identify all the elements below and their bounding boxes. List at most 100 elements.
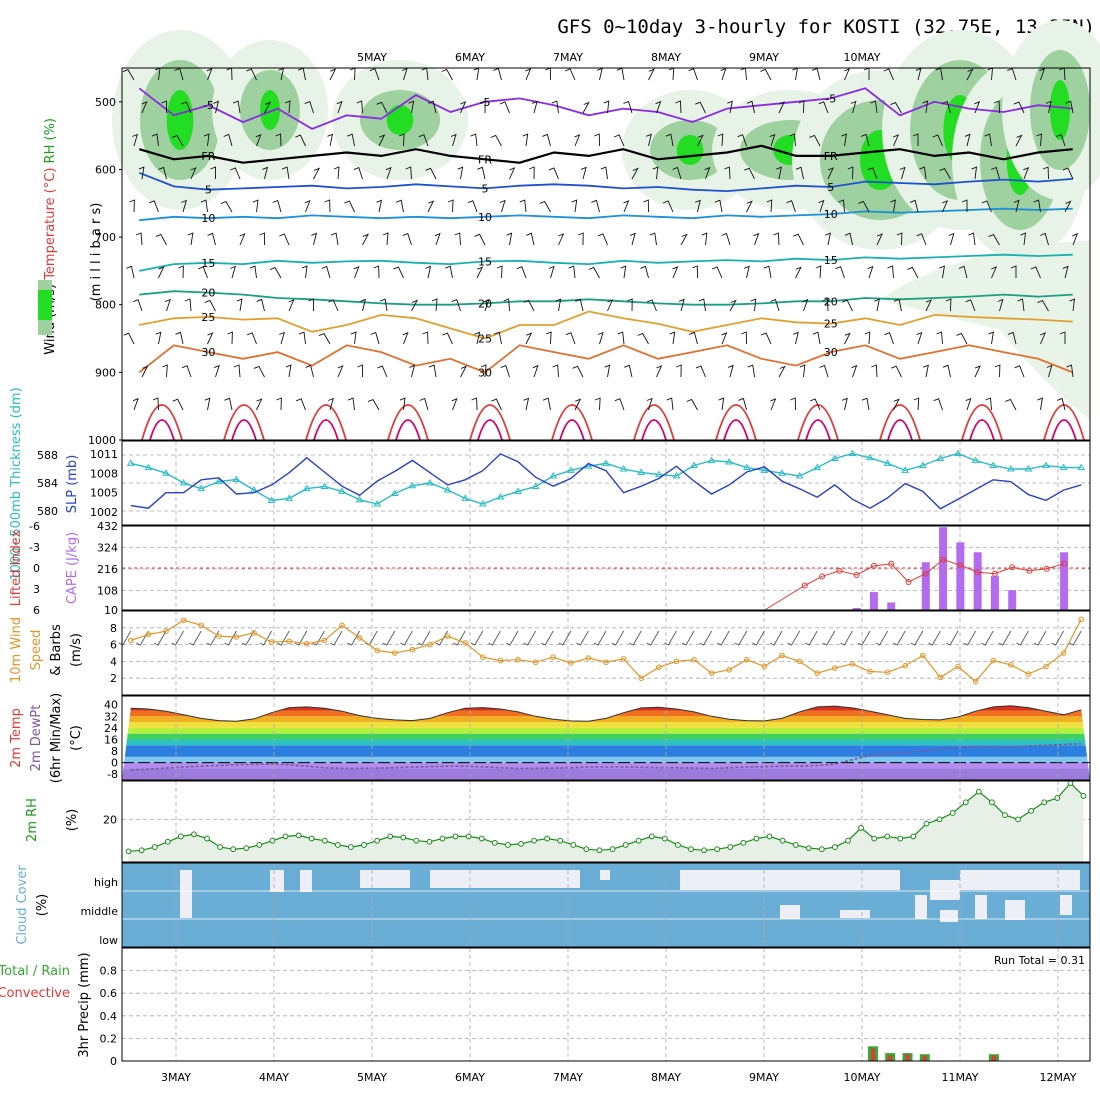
upper-wind-barbs bbox=[122, 67, 1079, 411]
temp-axis-label: (6hr Min/Max) bbox=[49, 693, 64, 783]
wind-barb bbox=[223, 133, 233, 147]
rh2m-point bbox=[832, 844, 838, 850]
wind-barb bbox=[545, 331, 552, 345]
rh2m-point bbox=[308, 835, 315, 842]
bottom-day-label: 4MAY bbox=[259, 1071, 289, 1084]
wind-barb bbox=[451, 397, 458, 411]
wind10-barb bbox=[611, 630, 624, 646]
wind-barb bbox=[1045, 100, 1052, 114]
wind-barb bbox=[870, 100, 878, 114]
wind10-point bbox=[163, 628, 169, 634]
rh2m-point bbox=[661, 835, 668, 842]
wind-barb bbox=[378, 134, 386, 147]
wind10-tick: 4 bbox=[110, 655, 117, 668]
wind-barb bbox=[802, 298, 809, 312]
wind-barb bbox=[925, 299, 932, 312]
surface-temperature-contours bbox=[141, 404, 1085, 441]
wind-barb bbox=[871, 364, 878, 378]
wind-barb bbox=[1030, 266, 1041, 279]
wind-barb bbox=[842, 299, 853, 312]
wind-barb bbox=[304, 101, 314, 114]
wind-barb bbox=[594, 397, 601, 411]
wind10-barb bbox=[787, 630, 800, 646]
wind-barb bbox=[369, 68, 380, 81]
wind-barb bbox=[181, 101, 192, 114]
rh2m-point bbox=[191, 831, 197, 838]
wind-barb bbox=[919, 166, 927, 180]
contour-label: 30 bbox=[201, 346, 215, 359]
wind-barb bbox=[311, 232, 318, 246]
contour-35 bbox=[223, 404, 265, 441]
wind-barb bbox=[275, 133, 282, 147]
rh2m-point bbox=[923, 820, 930, 827]
lifted-index-point bbox=[1061, 560, 1068, 567]
wind-barb bbox=[850, 100, 857, 114]
rh-shading bbox=[112, 20, 1100, 420]
cloud-gap bbox=[975, 895, 987, 919]
wind-barb bbox=[329, 68, 337, 81]
rh2m-point bbox=[387, 833, 394, 840]
rh2m-point bbox=[884, 833, 891, 840]
cape-bar bbox=[939, 527, 948, 610]
wind10-barb bbox=[840, 630, 853, 646]
thickness-point bbox=[901, 466, 910, 473]
wind-barb bbox=[367, 399, 380, 411]
wind-barb bbox=[594, 133, 600, 147]
wind-barb bbox=[264, 101, 272, 114]
wind-barb bbox=[1056, 134, 1066, 147]
wind-barb bbox=[597, 233, 608, 246]
wind-barb bbox=[1042, 166, 1049, 180]
thickness-axis-label: 1000~500mb Thickness (dm) bbox=[9, 387, 24, 580]
wind-barb bbox=[328, 397, 334, 411]
wind-barb bbox=[377, 365, 388, 378]
wind-barb bbox=[948, 232, 955, 246]
wind10-point bbox=[796, 658, 803, 665]
wind-barb bbox=[623, 100, 633, 114]
rh2m-point bbox=[596, 847, 603, 854]
cape-bar bbox=[1008, 590, 1017, 610]
wind-barb bbox=[272, 199, 282, 213]
wind-barb bbox=[776, 166, 782, 180]
cape-bar bbox=[852, 608, 861, 610]
precip-frame bbox=[121, 947, 1091, 1062]
wind-barb bbox=[1010, 265, 1017, 278]
wind-barb bbox=[827, 167, 834, 180]
pressure-tick: 800 bbox=[95, 299, 116, 312]
wind-barb bbox=[652, 166, 659, 180]
wind10-point bbox=[1043, 663, 1049, 670]
wind-barb bbox=[909, 199, 919, 213]
wind10-point bbox=[1060, 650, 1067, 656]
wind-barb bbox=[640, 265, 649, 279]
contour-35 bbox=[469, 404, 511, 441]
wind10-barb bbox=[769, 630, 783, 646]
wind-barb bbox=[1037, 300, 1049, 312]
top-day-label: 9MAY bbox=[749, 51, 779, 64]
wind10-point bbox=[849, 661, 856, 667]
wind-barb bbox=[396, 199, 404, 213]
wind-barb bbox=[939, 168, 951, 180]
temp-band bbox=[122, 727, 1090, 734]
thickness-point bbox=[936, 454, 945, 461]
wind10-point bbox=[761, 663, 768, 670]
contour-40 bbox=[477, 419, 503, 441]
wind-barb bbox=[847, 166, 854, 180]
wind-barb bbox=[187, 232, 194, 246]
thickness-point bbox=[496, 493, 505, 500]
rh2m-point bbox=[177, 833, 184, 840]
wind10-point bbox=[990, 657, 997, 664]
rh2m-point bbox=[125, 848, 132, 855]
wind-barb bbox=[637, 332, 649, 345]
contour-label: 15 bbox=[201, 257, 215, 270]
wind-barb bbox=[224, 397, 233, 411]
wind10-barb bbox=[681, 630, 695, 646]
contour-35 bbox=[551, 404, 593, 441]
precip-axis-label: 3hr Precip (mm) bbox=[77, 952, 92, 1057]
contour-25 bbox=[139, 310, 1073, 340]
wind-barb bbox=[1059, 331, 1066, 344]
wind-barb bbox=[450, 133, 457, 147]
wind-barb bbox=[773, 232, 780, 246]
thickness-point bbox=[637, 468, 646, 475]
temp-tick: 32 bbox=[104, 710, 118, 723]
wind-barb bbox=[298, 331, 306, 345]
wind-barb bbox=[181, 199, 187, 213]
